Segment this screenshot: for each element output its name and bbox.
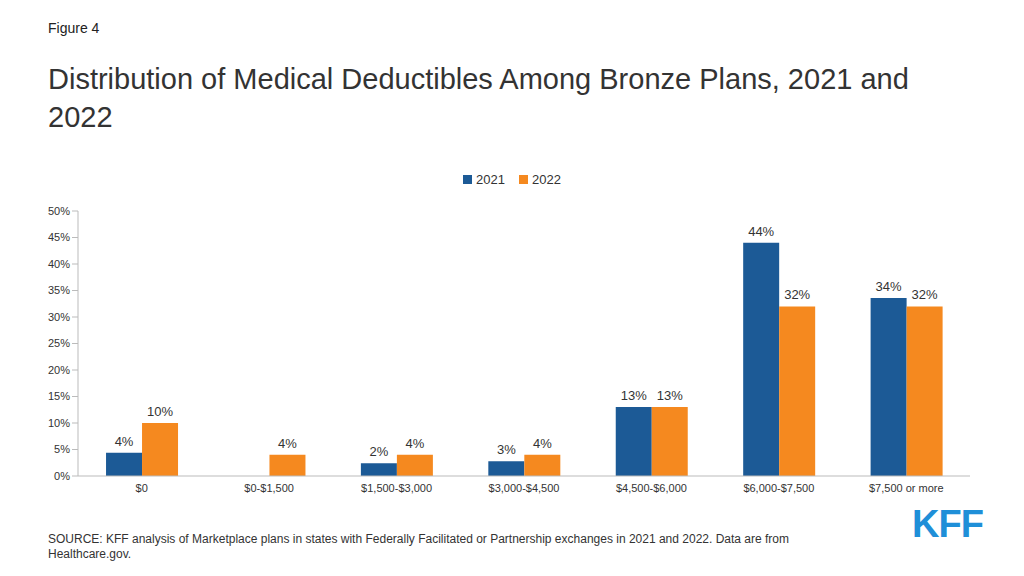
svg-text:$1,500-$3,000: $1,500-$3,000 xyxy=(361,482,432,494)
svg-text:44%: 44% xyxy=(748,224,774,239)
svg-text:40%: 40% xyxy=(48,258,70,270)
svg-text:0%: 0% xyxy=(54,470,70,482)
svg-text:4%: 4% xyxy=(405,436,424,451)
svg-text:30%: 30% xyxy=(48,311,70,323)
svg-text:25%: 25% xyxy=(48,337,70,349)
svg-text:$6,000-$7,500: $6,000-$7,500 xyxy=(743,482,814,494)
svg-text:13%: 13% xyxy=(657,388,683,403)
html-text:KFF: KFF xyxy=(912,503,983,545)
svg-text:35%: 35% xyxy=(48,284,70,296)
svg-text:$0-$1,500: $0-$1,500 xyxy=(244,482,294,494)
svg-text:$0: $0 xyxy=(136,482,148,494)
svg-text:4%: 4% xyxy=(115,434,134,449)
html-text:2021: 2021 xyxy=(476,172,505,187)
svg-text:5%: 5% xyxy=(54,443,70,455)
svg-text:$7,500 or more: $7,500 or more xyxy=(869,482,944,494)
html-text:Figure 4: Figure 4 xyxy=(48,20,100,36)
svg-text:4%: 4% xyxy=(533,436,552,451)
svg-text:10%: 10% xyxy=(48,417,70,429)
svg-text:45%: 45% xyxy=(48,231,70,243)
svg-text:34%: 34% xyxy=(876,279,902,294)
html-text:SOURCE: KFF analysis of Market: SOURCE: KFF analysis of Marketplace plan… xyxy=(48,532,789,561)
svg-text:2%: 2% xyxy=(369,444,388,459)
svg-text:32%: 32% xyxy=(912,287,938,302)
svg-text:13%: 13% xyxy=(621,388,647,403)
svg-text:$3,000-$4,500: $3,000-$4,500 xyxy=(489,482,560,494)
html-text:2022: 2022 xyxy=(532,172,561,187)
svg-text:50%: 50% xyxy=(48,205,70,217)
svg-text:20%: 20% xyxy=(48,364,70,376)
svg-text:4%: 4% xyxy=(278,436,297,451)
svg-text:15%: 15% xyxy=(48,390,70,402)
svg-text:32%: 32% xyxy=(784,287,810,302)
svg-text:$4,500-$6,000: $4,500-$6,000 xyxy=(616,482,687,494)
svg-text:10%: 10% xyxy=(147,404,173,419)
html-text:Distribution of Medical Deduct: Distribution of Medical Deductibles Amon… xyxy=(48,63,909,133)
svg-text:3%: 3% xyxy=(497,442,516,457)
